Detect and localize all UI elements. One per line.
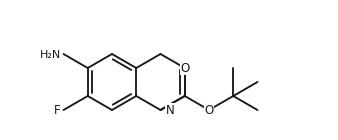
Text: O: O: [180, 61, 189, 74]
Text: H₂N: H₂N: [40, 50, 62, 60]
Text: N: N: [166, 103, 174, 116]
Text: F: F: [54, 103, 61, 116]
Text: O: O: [204, 104, 214, 117]
